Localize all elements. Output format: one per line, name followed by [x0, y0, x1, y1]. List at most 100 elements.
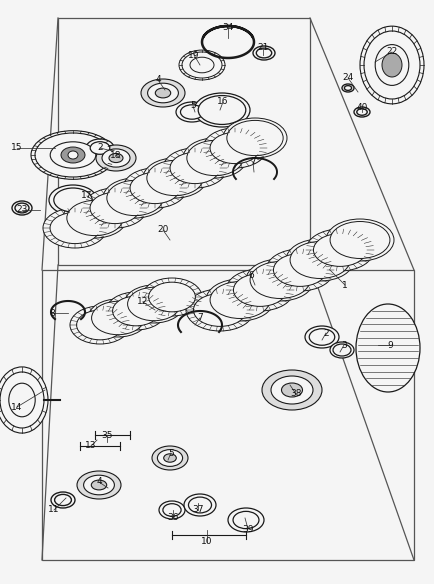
Ellipse shape [148, 83, 178, 103]
Ellipse shape [246, 259, 314, 301]
Ellipse shape [326, 219, 394, 261]
Ellipse shape [345, 86, 352, 91]
Ellipse shape [181, 105, 204, 119]
Ellipse shape [305, 326, 339, 348]
Ellipse shape [206, 279, 274, 321]
Text: 7: 7 [197, 314, 203, 322]
Ellipse shape [306, 229, 374, 271]
Text: 5: 5 [168, 449, 174, 457]
Ellipse shape [124, 285, 184, 323]
Text: 11: 11 [48, 506, 60, 515]
Ellipse shape [164, 454, 176, 462]
Ellipse shape [50, 142, 96, 168]
Ellipse shape [91, 480, 107, 490]
Ellipse shape [170, 152, 220, 183]
Ellipse shape [83, 188, 147, 228]
Text: 5: 5 [190, 102, 196, 110]
Ellipse shape [107, 180, 163, 215]
Text: 2: 2 [97, 144, 103, 152]
Ellipse shape [128, 287, 181, 321]
Ellipse shape [84, 475, 115, 495]
Ellipse shape [77, 471, 121, 499]
Text: 34: 34 [222, 23, 233, 33]
Ellipse shape [130, 172, 180, 204]
Text: 40: 40 [356, 103, 368, 113]
Ellipse shape [148, 282, 195, 312]
Ellipse shape [233, 512, 259, 529]
Ellipse shape [227, 120, 283, 155]
Text: 39: 39 [242, 524, 254, 534]
Ellipse shape [0, 372, 44, 428]
Ellipse shape [228, 508, 264, 532]
Ellipse shape [266, 249, 334, 291]
Ellipse shape [194, 294, 247, 326]
Text: 15: 15 [11, 144, 23, 152]
Text: 17: 17 [81, 192, 93, 200]
Ellipse shape [76, 310, 123, 340]
Text: 3: 3 [341, 340, 347, 349]
Ellipse shape [103, 178, 167, 218]
Ellipse shape [226, 269, 294, 311]
Ellipse shape [155, 88, 171, 98]
Ellipse shape [51, 492, 75, 508]
Ellipse shape [183, 138, 247, 178]
Ellipse shape [290, 242, 350, 279]
Ellipse shape [271, 376, 313, 404]
Text: 38: 38 [290, 390, 302, 398]
Text: 36: 36 [167, 513, 179, 523]
Text: 4: 4 [96, 478, 102, 486]
Ellipse shape [364, 31, 420, 99]
Text: 21: 21 [257, 43, 269, 53]
Ellipse shape [109, 154, 123, 162]
Ellipse shape [112, 296, 159, 326]
Ellipse shape [90, 192, 140, 224]
Text: 10: 10 [201, 537, 213, 547]
Ellipse shape [70, 306, 130, 344]
Ellipse shape [188, 497, 211, 513]
Text: 7: 7 [250, 158, 256, 166]
Ellipse shape [313, 234, 367, 266]
Ellipse shape [92, 301, 145, 335]
Ellipse shape [163, 148, 227, 188]
Text: 12: 12 [137, 297, 149, 307]
Ellipse shape [142, 278, 202, 316]
Text: 18: 18 [110, 151, 122, 159]
Ellipse shape [61, 147, 85, 163]
Ellipse shape [233, 274, 286, 307]
Ellipse shape [158, 450, 183, 467]
Text: 6: 6 [248, 270, 254, 280]
Ellipse shape [152, 446, 188, 470]
Ellipse shape [382, 53, 402, 77]
Ellipse shape [354, 107, 370, 117]
Ellipse shape [330, 221, 390, 259]
Ellipse shape [123, 168, 187, 208]
Ellipse shape [90, 142, 110, 154]
Ellipse shape [357, 109, 367, 115]
Text: 22: 22 [386, 47, 398, 57]
Text: 20: 20 [157, 225, 169, 235]
Text: 16: 16 [217, 98, 229, 106]
Ellipse shape [35, 133, 111, 177]
Text: 2: 2 [323, 328, 329, 338]
Text: 37: 37 [192, 506, 204, 515]
Ellipse shape [176, 102, 208, 122]
Ellipse shape [9, 383, 35, 417]
Ellipse shape [0, 367, 48, 433]
Ellipse shape [147, 161, 203, 196]
Text: 24: 24 [342, 74, 354, 82]
Text: 4: 4 [155, 75, 161, 85]
Ellipse shape [194, 93, 250, 127]
Ellipse shape [88, 299, 148, 337]
Text: 14: 14 [11, 402, 23, 412]
Ellipse shape [31, 131, 115, 179]
Ellipse shape [55, 495, 72, 506]
Ellipse shape [203, 128, 267, 168]
Ellipse shape [12, 201, 32, 215]
Ellipse shape [223, 118, 287, 158]
Ellipse shape [163, 503, 181, 516]
Ellipse shape [182, 52, 222, 78]
Ellipse shape [210, 281, 270, 318]
Ellipse shape [250, 262, 310, 298]
Ellipse shape [184, 494, 216, 516]
Ellipse shape [143, 158, 207, 198]
